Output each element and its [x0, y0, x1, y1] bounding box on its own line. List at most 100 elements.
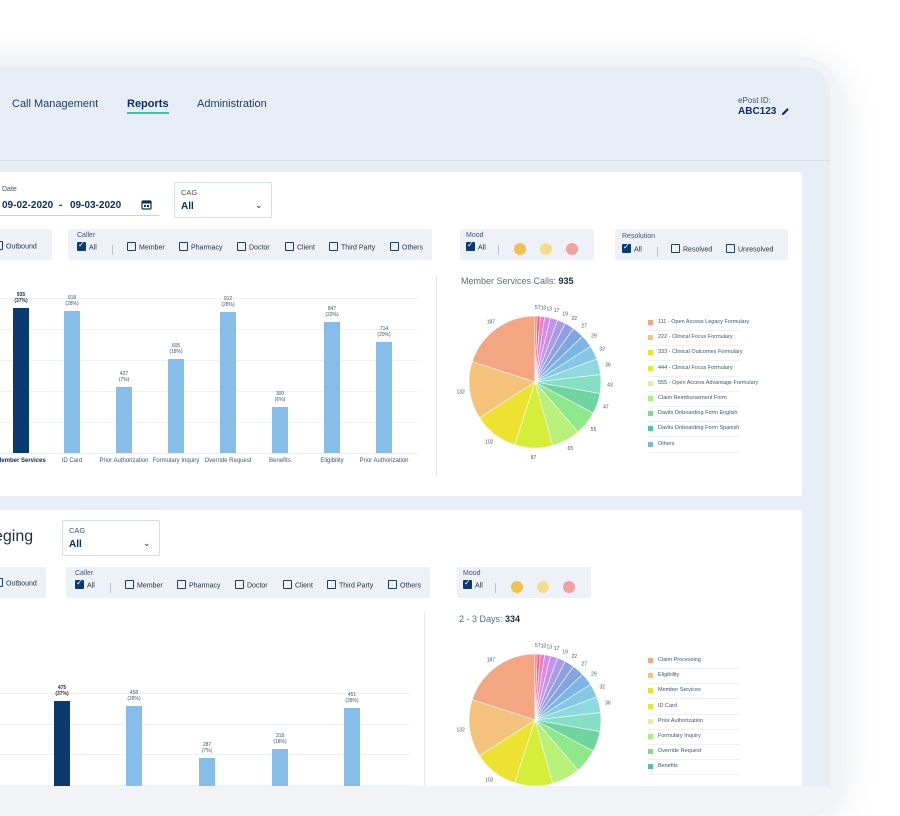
- resolution-filter: Resolution All Resolved Unresolved: [615, 229, 788, 260]
- pie-slice-label: 43: [607, 382, 613, 388]
- pie-slice-label: 132: [456, 728, 465, 734]
- bar-category-label: Prior Authorization: [99, 458, 149, 464]
- checkbox-icon: [0, 578, 3, 587]
- legend-item: Others: [648, 440, 740, 453]
- pie-slice-label: 10: [541, 305, 547, 311]
- legend-label: 111 - Open Access Legacy Formulary: [658, 319, 750, 325]
- pie-slice-label: 17: [554, 308, 560, 314]
- legend-swatch: [648, 396, 653, 401]
- pie-title: Member Services Calls: 935: [461, 276, 574, 286]
- nav-reports[interactable]: Reports: [127, 98, 169, 110]
- pie-slice-label: 36: [605, 701, 611, 707]
- date-range-picker[interactable]: 09-02-2020 - 09-03-2020: [0, 196, 160, 216]
- legend-label: ID Card: [658, 702, 677, 709]
- gridline: [0, 754, 410, 756]
- gridline: [0, 360, 418, 361]
- caller-others[interactable]: Others: [388, 580, 421, 590]
- pencil-icon[interactable]: [781, 107, 790, 116]
- sad-face-icon[interactable]: [563, 581, 575, 593]
- bar-value-label: 605 (18%): [169, 343, 183, 356]
- caller-member[interactable]: Member: [127, 242, 165, 252]
- caller-member[interactable]: Member: [125, 580, 163, 590]
- pie-slice-label: 102: [485, 439, 494, 445]
- mood-filter: Mood All: [460, 229, 594, 260]
- pie-slice-label: 19: [562, 311, 568, 317]
- neutral-face-icon[interactable]: [537, 581, 549, 593]
- bar-value-label: 427 (7%): [118, 370, 130, 383]
- legend-label: 555 - Open Access Advantage Formulary: [658, 379, 759, 386]
- nav-call-management[interactable]: Call Management: [12, 98, 99, 110]
- checkbox-checked-icon: [466, 240, 475, 251]
- bar-value-label: 287 (7%): [201, 742, 213, 755]
- legend-swatch: [648, 441, 653, 447]
- legend-swatch: [648, 380, 653, 386]
- caller-pharmacy[interactable]: Pharmacy: [177, 580, 221, 590]
- pie-slice: [468, 699, 536, 757]
- mood-all[interactable]: All: [466, 240, 486, 252]
- mood-all[interactable]: All: [463, 578, 483, 590]
- bar-value-label: 451 (28%): [345, 691, 359, 704]
- cag-label: CAG: [181, 188, 198, 197]
- pie-slice-label: 32: [599, 347, 605, 353]
- resolution-all[interactable]: All: [622, 242, 642, 254]
- legend-label: Claim Reimbursement Form: [658, 395, 727, 401]
- caller-all[interactable]: All: [75, 578, 95, 590]
- chevron-down-icon: ⌄: [255, 200, 263, 210]
- legend-swatch: [648, 688, 653, 694]
- caller-client[interactable]: Client: [285, 242, 315, 252]
- gridline: [0, 693, 410, 694]
- neutral-face-icon[interactable]: [540, 243, 552, 255]
- legend-item: Override Request: [648, 747, 740, 761]
- legend-label: Prior Authorization: [658, 717, 703, 724]
- legend-item: Claim Reimbursement Form: [648, 394, 740, 407]
- caller-label: Caller: [75, 570, 94, 577]
- legend-swatch: [648, 320, 653, 325]
- direction-outbound[interactable]: Outbound: [0, 241, 37, 251]
- cag-select-2[interactable]: CAG All ⌄: [62, 520, 160, 556]
- pie-slice-label: 32: [599, 685, 605, 691]
- pie-slice-label: 36: [605, 363, 611, 369]
- resolution-unresolved[interactable]: Unresolved: [726, 244, 773, 254]
- legend-label: Davits Onboarding Form English: [658, 410, 738, 417]
- caller-third-party[interactable]: Third Party: [327, 580, 373, 590]
- caller-filter-2: Caller All Member Pharmacy Doctor Client…: [66, 567, 430, 598]
- happy-face-icon[interactable]: [511, 581, 523, 593]
- bar-value-label: 918 (28%): [65, 294, 79, 307]
- caller-doctor[interactable]: Doctor: [235, 580, 268, 590]
- caller-all[interactable]: All: [77, 240, 97, 252]
- caller-client[interactable]: Client: [283, 580, 313, 590]
- caller-third-party[interactable]: Third Party: [329, 242, 375, 252]
- bar: [376, 342, 392, 453]
- sad-face-icon[interactable]: [566, 243, 578, 255]
- pie-total: 334: [505, 614, 521, 624]
- checkbox-icon: [327, 580, 336, 589]
- caller-pharmacy[interactable]: Pharmacy: [179, 242, 223, 252]
- pie-total: 935: [558, 276, 574, 286]
- pie-slice-label: 22: [571, 654, 577, 660]
- pie-slice: [468, 361, 536, 419]
- bar: [272, 406, 288, 453]
- gridline: [0, 422, 418, 423]
- pie-slice-label: 22: [571, 316, 577, 322]
- direction-outbound[interactable]: Outbound: [0, 578, 37, 588]
- bar-category-label: Formulary Inquiry: [152, 458, 200, 464]
- caller-doctor[interactable]: Doctor: [237, 242, 270, 252]
- checkbox-icon: [283, 580, 292, 589]
- bar-category-label: ID Card: [61, 458, 83, 464]
- cag-select[interactable]: CAG All ⌄: [174, 182, 272, 218]
- aging-report-card: eging CAG All ⌄ Outbound Caller All Memb…: [0, 510, 802, 786]
- legend-label: Eligibility: [658, 672, 680, 679]
- resolution-resolved[interactable]: Resolved: [671, 244, 712, 254]
- pie-slice-label: 47: [603, 405, 609, 411]
- happy-face-icon[interactable]: [514, 243, 526, 255]
- caller-filter: Caller All Member Pharmacy Doctor Client…: [68, 229, 432, 260]
- caller-others[interactable]: Others: [390, 242, 423, 252]
- gridline: [0, 298, 418, 299]
- calendar-icon[interactable]: [141, 199, 152, 210]
- gridline: [0, 391, 418, 392]
- nav-administration[interactable]: Administration: [197, 98, 267, 110]
- legend-item: Davits Onboarding Form Spanish: [648, 424, 740, 438]
- bar: [220, 311, 236, 453]
- legend-item: 333 - Clinical Outcomes Formulary: [648, 348, 743, 362]
- legend-label: Override Request: [658, 748, 702, 755]
